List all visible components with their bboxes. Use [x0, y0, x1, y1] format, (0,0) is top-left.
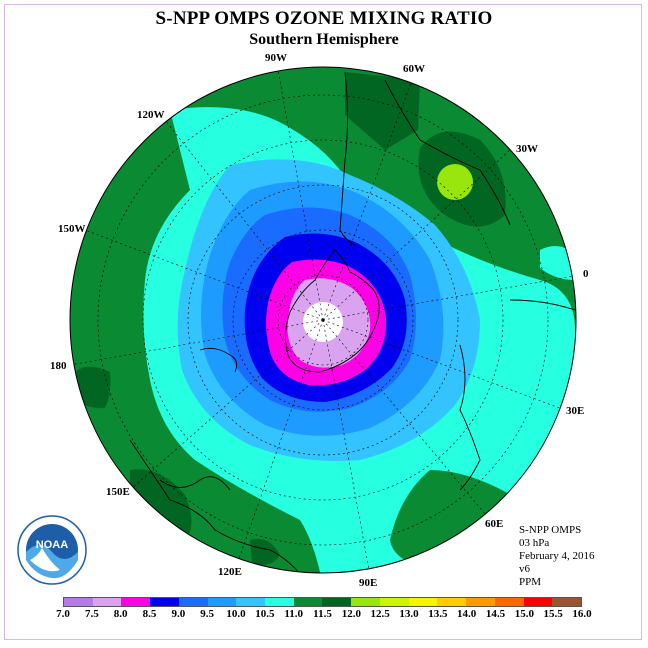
info-version: v6 [519, 563, 530, 575]
colorbar-tick-label: 12.5 [370, 608, 390, 620]
white-core-region [303, 302, 343, 342]
noaa-logo: NOAA [17, 515, 87, 585]
cyan-region-0deg [540, 246, 575, 280]
lon-label-120w: 120W [137, 109, 165, 121]
latitude-circle-4 [142, 139, 504, 501]
meridian-90e [322, 319, 371, 573]
map-subtitle: Southern Hemisphere [249, 31, 399, 48]
colorbar-tick-label: 8.0 [113, 608, 128, 620]
meridian-30w [322, 149, 511, 321]
south-america-east-coast [384, 79, 511, 226]
colorbar-segment [265, 598, 294, 606]
lon-label-30w: 30W [516, 143, 538, 155]
info-pressure: 03 hPa [519, 537, 550, 549]
latitude-circle-5 [97, 94, 549, 546]
colorbar-segment [92, 598, 122, 606]
colorbar-tick-label: 15.0 [514, 608, 534, 620]
colorbar-tick-label: 11.0 [284, 608, 303, 620]
map-boundary [69, 66, 577, 574]
meridian-0 [322, 274, 576, 321]
latitude-circles [97, 94, 549, 546]
lon-label-90e: 90E [359, 577, 378, 589]
colorbar-tick-label: 13.0 [399, 608, 419, 620]
colorbar-segment [293, 598, 323, 606]
lon-label-0: 0 [583, 268, 589, 280]
colorbar-tick-label: 7.0 [56, 608, 70, 620]
colorbar-segment [437, 598, 467, 606]
ozone-field [70, 67, 576, 573]
latitude-circle-1 [277, 274, 369, 366]
latitude-circle-2 [232, 229, 414, 411]
colorbar-tick-label: 14.5 [485, 608, 506, 620]
colorbar-tick-label: 13.5 [428, 608, 448, 620]
lon-label-150w: 150W [58, 223, 86, 235]
lon-label-90w: 90W [265, 52, 287, 64]
lon-label-60w: 60W [403, 63, 425, 75]
colorbar-segment [322, 598, 352, 606]
colorbar-tick-label: 8.5 [142, 608, 157, 620]
meridian-90w [277, 69, 324, 321]
colorbar-tick-label: 7.5 [84, 608, 99, 620]
colorbar-segment [466, 598, 495, 606]
colorbar-segment [64, 598, 93, 606]
dark-green-region-180 [72, 366, 111, 409]
colorbar-tick-label: 12.0 [341, 608, 361, 620]
info-instrument: S-NPP OMPS [519, 524, 582, 536]
noaa-logo-text: NOAA [36, 539, 68, 551]
meridians [70, 69, 576, 573]
colorbar-labels: 7.0 7.5 8.0 8.5 9.0 9.5 10.0 10.5 11.0 11.5 12.0 12… [0, 608, 648, 622]
meridian-30e [322, 319, 566, 411]
lon-label-30e: 30E [566, 405, 585, 417]
info-units: PPM [519, 576, 542, 588]
lon-label-120e: 120E [218, 566, 242, 578]
colorbar-tick-label: 9.0 [171, 608, 186, 620]
meridian-60e [322, 319, 491, 521]
colorbar-segment [150, 598, 179, 606]
colorbar-segment [178, 598, 208, 606]
colorbar-segment [552, 598, 581, 606]
colorbar-tick-label: 14.0 [457, 608, 477, 620]
australia-north-coast [159, 476, 231, 491]
colorbar-segment [121, 598, 151, 606]
figure-frame [4, 4, 642, 640]
colorbar-segment [494, 598, 524, 606]
lon-label-180: 180 [50, 360, 67, 372]
colorbar-segment [379, 598, 409, 606]
info-date: February 4, 2016 [519, 550, 595, 562]
south-america-west-coast [339, 71, 356, 246]
info-block: S-NPP OMPS 03 hPa February 4, 2016 v6 PP… [519, 524, 594, 589]
dark-green-region-60w [345, 72, 420, 150]
new-zealand-coast [199, 347, 238, 373]
latitude-circle-3 [187, 184, 459, 456]
lon-label-150e: 150E [106, 486, 130, 498]
colorbar-segment [523, 598, 553, 606]
lon-label-60e: 60E [485, 518, 504, 530]
colorbar-tick-label: 16.0 [572, 608, 592, 620]
colorbar [63, 597, 582, 607]
yellow-green-spot [437, 164, 473, 200]
colorbar-segment [236, 598, 266, 606]
antarctica-coastline [285, 249, 380, 373]
colorbar-segment [408, 598, 438, 606]
colorbar-tick-label: 9.5 [200, 608, 215, 620]
australia-coast [129, 439, 331, 573]
colorbar-tick-label: 10.5 [255, 608, 275, 620]
africa-south-coast [509, 299, 576, 311]
map-title: S-NPP OMPS OZONE MIXING RATIO [155, 8, 493, 29]
colorbar-segment [207, 598, 237, 606]
dark-green-region-120e [250, 539, 280, 565]
colorbar-tick-label: 15.5 [543, 608, 563, 620]
meridian-120e [234, 319, 324, 571]
africa-coast [459, 344, 481, 491]
colorbar-segment [351, 598, 380, 606]
coastlines [129, 71, 576, 573]
colorbar-tick-label: 10.0 [226, 608, 246, 620]
colorbar-tick-label: 11.5 [313, 608, 332, 620]
